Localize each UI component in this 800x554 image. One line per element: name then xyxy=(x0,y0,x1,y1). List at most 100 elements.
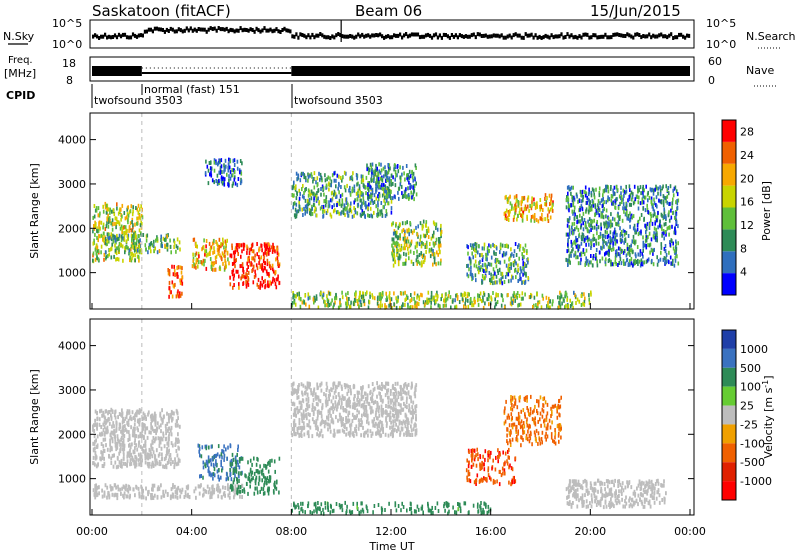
power-cell xyxy=(380,201,383,205)
power-cell xyxy=(407,186,409,191)
power-cell xyxy=(369,206,372,211)
power-cell xyxy=(178,240,181,245)
power-cell xyxy=(573,195,575,200)
power-colorbar-bin xyxy=(722,163,736,186)
power-cell xyxy=(659,219,661,224)
ground-scatter-cell xyxy=(144,443,147,448)
ground-scatter-cell xyxy=(114,436,117,441)
ground-scatter-cell xyxy=(118,426,121,431)
ground-scatter-cell xyxy=(339,381,341,386)
power-cell xyxy=(170,250,172,255)
power-cell xyxy=(298,291,300,296)
cpid-label: CPID xyxy=(6,89,35,102)
ground-scatter-cell xyxy=(380,410,383,415)
power-colorbar-tick: 4 xyxy=(740,266,747,279)
power-cell xyxy=(488,243,490,248)
ground-scatter-cell xyxy=(340,397,343,402)
power-cell xyxy=(584,263,586,267)
power-cell xyxy=(362,291,364,296)
power-cell xyxy=(467,298,469,303)
ground-scatter-cell xyxy=(397,410,400,414)
power-cell xyxy=(221,181,224,186)
power-cell xyxy=(378,184,381,189)
power-cell xyxy=(220,244,222,249)
power-cell xyxy=(582,248,585,253)
power-cell xyxy=(607,251,609,256)
ground-scatter-cell xyxy=(100,457,102,462)
power-cell xyxy=(490,244,492,249)
power-cell xyxy=(380,210,383,215)
power-cell xyxy=(634,258,637,263)
power-cell xyxy=(439,243,442,248)
power-cell xyxy=(350,201,352,206)
power-cell xyxy=(666,188,669,193)
power-cell xyxy=(93,214,96,219)
power-cell xyxy=(656,255,658,260)
noise-trace-sample xyxy=(444,33,447,37)
noise-trace-sample xyxy=(468,34,471,39)
power-cell xyxy=(264,243,266,248)
noise-trace-sample xyxy=(111,35,115,39)
ground-scatter-cell xyxy=(127,430,130,435)
power-cell xyxy=(653,226,656,231)
power-cell xyxy=(310,212,312,217)
ground-scatter-cell xyxy=(345,408,347,413)
ground-scatter-cell xyxy=(137,434,140,439)
ground-scatter-cell xyxy=(361,413,363,418)
ground-scatter-cell xyxy=(382,430,384,434)
power-cell xyxy=(337,186,339,191)
ground-scatter-cell xyxy=(110,413,112,418)
ground-scatter-cell xyxy=(323,424,326,429)
power-cell xyxy=(673,230,676,235)
power-cell xyxy=(668,202,670,206)
ground-scatter-cell xyxy=(115,421,118,426)
power-cell xyxy=(242,270,245,274)
power-cell xyxy=(228,165,231,170)
noise-trace-sample xyxy=(612,32,615,37)
ground-scatter-cell xyxy=(103,424,106,429)
ground-scatter-cell xyxy=(127,438,130,442)
power-cell xyxy=(425,233,428,238)
ground-scatter-cell xyxy=(133,450,136,455)
power-cell xyxy=(550,193,553,198)
power-cell xyxy=(390,206,393,211)
power-cell xyxy=(495,274,498,279)
ground-scatter-cell xyxy=(151,416,154,421)
ground-scatter-cell xyxy=(358,402,361,407)
power-cell xyxy=(234,264,236,269)
power-cell xyxy=(213,158,216,163)
power-cell xyxy=(134,241,136,246)
power-cell xyxy=(630,190,633,195)
power-cell xyxy=(292,185,294,190)
power-cell xyxy=(355,191,358,196)
power-cell xyxy=(229,159,232,164)
ground-scatter-cell xyxy=(291,427,294,431)
ground-scatter-cell xyxy=(135,455,137,460)
noise-trace-sample xyxy=(257,28,260,33)
ground-scatter-cell xyxy=(96,423,98,428)
ground-scatter-cell xyxy=(333,390,336,395)
date-title: 15/Jun/2015 xyxy=(590,2,681,20)
power-cell xyxy=(238,243,240,248)
power-cell xyxy=(419,261,421,266)
ground-scatter-cell xyxy=(176,440,179,444)
power-cell xyxy=(588,237,590,242)
power-cell xyxy=(256,242,258,246)
power-cell xyxy=(405,258,407,263)
power-cell xyxy=(481,258,484,262)
noise-trace-sample xyxy=(115,35,119,40)
power-cell xyxy=(116,233,118,238)
power-cell xyxy=(470,265,472,270)
power-cell xyxy=(629,224,631,229)
power-cell xyxy=(227,257,229,262)
power-cell xyxy=(335,194,338,199)
power-cell xyxy=(116,202,118,207)
ground-scatter-cell xyxy=(384,393,387,398)
power-cell xyxy=(386,186,389,191)
power-cell xyxy=(313,192,316,197)
power-cell xyxy=(166,247,169,252)
power-cell xyxy=(192,256,195,261)
power-cell xyxy=(92,215,94,220)
ground-scatter-cell xyxy=(168,431,171,436)
power-cell xyxy=(454,298,456,303)
